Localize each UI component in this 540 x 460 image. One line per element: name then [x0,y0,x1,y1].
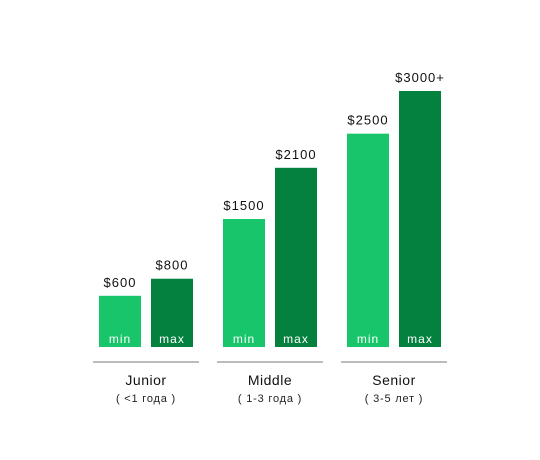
value-label-junior-max: $800 [156,258,189,273]
bar-junior-max [151,278,193,347]
category-sublabel-junior: ( <1 года ) [116,393,176,405]
bar-middle-max [275,167,317,347]
bar-label-middle-max: max [283,332,309,346]
bar-senior-min [347,133,389,347]
value-label-senior-min: $2500 [347,113,388,128]
chart-marks: $600 min $800 max Junior ( <1 года ) $1500 min $… [93,70,447,405]
category-label-junior: Junior [125,372,166,388]
bar-label-junior-max: max [159,332,185,346]
bar-senior-max [399,91,441,347]
value-label-junior-min: $600 [104,275,137,290]
value-label-middle-max: $2100 [275,147,316,162]
category-label-senior: Senior [372,372,415,388]
category-sublabel-senior: ( 3-5 лет ) [365,393,423,405]
bar-label-senior-max: max [407,332,433,346]
bar-label-junior-min: min [109,332,131,346]
bar-junior-min [99,295,141,347]
value-label-senior-max: $3000+ [395,70,445,85]
value-label-middle-min: $1500 [223,198,264,213]
category-label-middle: Middle [248,372,292,388]
bar-middle-min [223,219,265,347]
bar-label-senior-min: min [357,332,379,346]
category-sublabel-middle: ( 1-3 года ) [238,393,302,405]
bar-label-middle-min: min [233,332,255,346]
